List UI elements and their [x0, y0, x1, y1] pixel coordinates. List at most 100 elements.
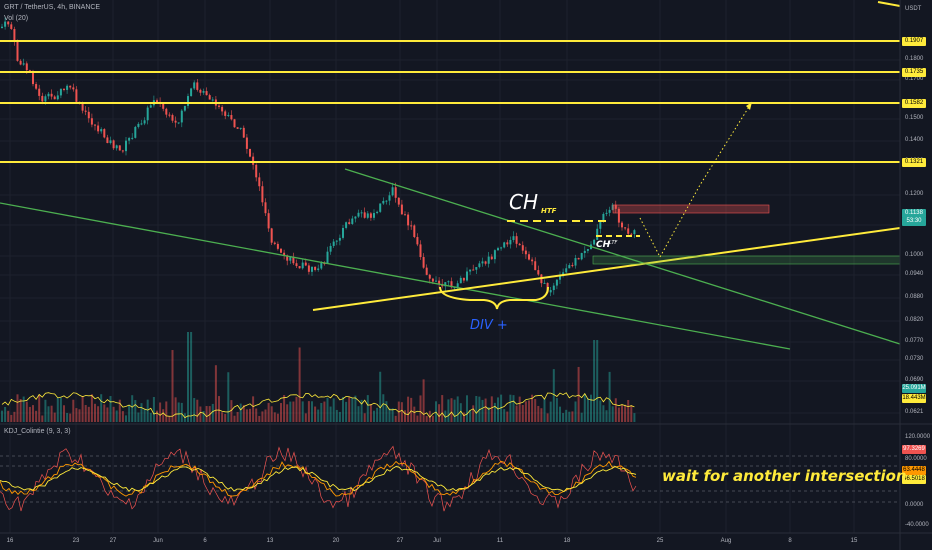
- volume-bar: [602, 405, 605, 422]
- candle: [190, 88, 193, 97]
- volume-bar: [202, 411, 205, 422]
- candle: [286, 255, 289, 261]
- volume-bar: [230, 400, 233, 422]
- candle: [162, 102, 165, 109]
- volume-bar: [78, 409, 81, 422]
- volume-bar: [627, 400, 630, 422]
- volume-bar: [329, 406, 332, 422]
- volume-bars: [1, 332, 636, 422]
- volume-bar: [249, 408, 251, 422]
- date-axis-tick: 27: [396, 538, 404, 544]
- ascending-support-line[interactable]: [312, 227, 901, 311]
- symbol-title[interactable]: GRT / TetherUS, 4h, BINANCE: [4, 4, 101, 11]
- volume-bar: [103, 404, 106, 422]
- candle: [435, 280, 437, 282]
- volume-bar: [255, 408, 258, 422]
- candle: [528, 254, 530, 260]
- volume-bar: [311, 401, 313, 422]
- candle: [413, 225, 416, 238]
- candle: [391, 187, 394, 196]
- divergence-brace[interactable]: [439, 286, 549, 310]
- volume-bar: [270, 406, 273, 422]
- volume-bar: [450, 398, 453, 422]
- projection-path[interactable]: [639, 101, 753, 259]
- volume-bar: [38, 394, 41, 422]
- volume-bar: [580, 412, 583, 422]
- candle: [577, 258, 580, 260]
- volume-bar: [66, 412, 69, 422]
- candle: [531, 259, 534, 262]
- date-axis-tick: 18: [563, 538, 571, 544]
- candle: [431, 278, 434, 282]
- candle: [335, 240, 338, 242]
- volume-bar: [81, 396, 84, 422]
- candle: [100, 129, 103, 132]
- top-right-trend-stub[interactable]: [877, 1, 901, 7]
- volume-bar: [171, 350, 174, 422]
- date-axis-tick: 15: [850, 538, 858, 544]
- candle: [196, 82, 199, 90]
- volume-bar: [205, 406, 208, 422]
- candle: [543, 282, 546, 284]
- supply-zone[interactable]: [612, 204, 770, 214]
- volume-bar: [462, 412, 465, 422]
- volume-bar: [466, 395, 468, 422]
- volume-bar: [596, 340, 599, 422]
- volume-bar: [385, 401, 388, 422]
- candle: [211, 99, 214, 101]
- volume-bar: [19, 398, 22, 422]
- candle: [382, 200, 385, 204]
- ltf-label: LTF: [609, 240, 618, 246]
- volume-bar: [280, 403, 282, 422]
- candle: [311, 266, 313, 272]
- volume-bar: [515, 405, 518, 422]
- date-axis-tick: 8: [788, 538, 792, 544]
- volume-bar: [208, 406, 211, 422]
- candle: [534, 261, 537, 271]
- descending-trendline-long[interactable]: [0, 202, 791, 350]
- candle: [363, 212, 366, 218]
- volume-bar: [283, 395, 286, 422]
- volume-indicator-label[interactable]: Vol (20): [4, 15, 29, 22]
- volume-bar: [428, 410, 431, 422]
- candle: [509, 239, 512, 245]
- volume-bar: [549, 401, 552, 422]
- volume-bar: [571, 411, 574, 422]
- volume-bar: [416, 415, 419, 422]
- volume-bar: [338, 411, 341, 422]
- volume-bar: [47, 406, 50, 422]
- volume-bar: [22, 396, 25, 422]
- candle: [332, 241, 335, 246]
- oscillator-indicator-label[interactable]: KDJ_Colintie (9, 3, 3): [4, 428, 71, 435]
- candle: [549, 290, 552, 293]
- volume-bar: [97, 406, 100, 422]
- wait-note: wait for another intersection: [662, 467, 907, 485]
- volume-bar: [50, 405, 53, 422]
- volume-bar: [400, 402, 403, 422]
- candle: [596, 228, 599, 240]
- candle: [236, 127, 239, 129]
- candle: [16, 40, 19, 61]
- level-tag: 0.1582: [902, 99, 926, 108]
- candle: [410, 225, 413, 227]
- volume-bar: [56, 397, 59, 422]
- candle: [388, 195, 391, 201]
- candle: [4, 21, 7, 27]
- volume-bar: [599, 400, 602, 422]
- volume-bar: [267, 402, 270, 422]
- candle: [394, 187, 397, 198]
- descending-trendline-short[interactable]: [344, 168, 901, 345]
- demand-zone[interactable]: [592, 255, 901, 265]
- price-axis-tick: 0.0770: [905, 338, 924, 344]
- candle: [329, 245, 332, 252]
- volume-bar: [438, 404, 441, 422]
- candle: [484, 261, 487, 264]
- volume-bar: [109, 396, 112, 422]
- volume-bar: [354, 395, 357, 422]
- volume-bar: [487, 407, 490, 422]
- kdj-oscillator: [0, 445, 900, 512]
- volume-bar: [407, 396, 410, 422]
- candle: [562, 272, 565, 275]
- candle: [422, 257, 425, 268]
